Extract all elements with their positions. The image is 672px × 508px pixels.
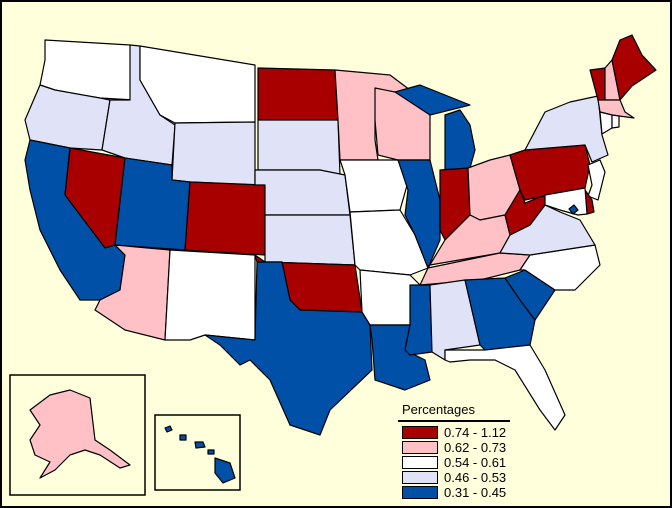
legend-label: 0.46 - 0.53	[444, 470, 507, 485]
state-wy	[171, 121, 256, 186]
state-mo	[349, 209, 429, 276]
legend-item: 0.62 - 0.73	[402, 440, 506, 455]
state-ri	[611, 114, 620, 129]
legend-swatch	[402, 426, 438, 439]
alaska-inset-frame	[9, 374, 146, 496]
state-dc	[568, 204, 579, 215]
legend-label: 0.31 - 0.45	[444, 485, 507, 500]
state-ny	[524, 95, 609, 163]
legend-divider	[398, 420, 510, 422]
state-nj	[587, 159, 606, 201]
state-nm	[164, 249, 256, 341]
state-nd	[257, 67, 339, 121]
legend-title: Percentages	[402, 402, 475, 417]
state-fl	[444, 344, 566, 431]
legend-label: 0.62 - 0.73	[444, 440, 507, 455]
state-sd	[257, 119, 341, 176]
state-tx	[204, 261, 373, 436]
legend-label: 0.54 - 0.61	[444, 455, 507, 470]
hawaii-inset-frame	[154, 414, 241, 491]
state-me	[611, 34, 657, 101]
state-co	[184, 181, 266, 256]
legend-swatch	[402, 471, 438, 484]
legend-item: 0.31 - 0.45	[402, 485, 506, 500]
state-mi	[394, 84, 476, 171]
legend-item: 0.54 - 0.61	[402, 455, 506, 470]
state-hi	[164, 425, 236, 484]
legend-item: 0.46 - 0.53	[402, 470, 506, 485]
state-ia	[339, 159, 409, 213]
state-ct	[599, 111, 613, 135]
state-vt	[589, 67, 606, 101]
legend-swatch	[402, 456, 438, 469]
state-ne	[254, 169, 351, 216]
legend-item: 0.74 - 1.12	[402, 425, 506, 440]
legend-label: 0.74 - 1.12	[444, 425, 507, 440]
state-ak	[29, 389, 131, 479]
legend-swatch	[402, 441, 438, 454]
state-nv	[64, 147, 126, 249]
state-sc	[504, 269, 556, 321]
legend-swatch	[402, 486, 438, 499]
state-ks	[264, 214, 356, 266]
